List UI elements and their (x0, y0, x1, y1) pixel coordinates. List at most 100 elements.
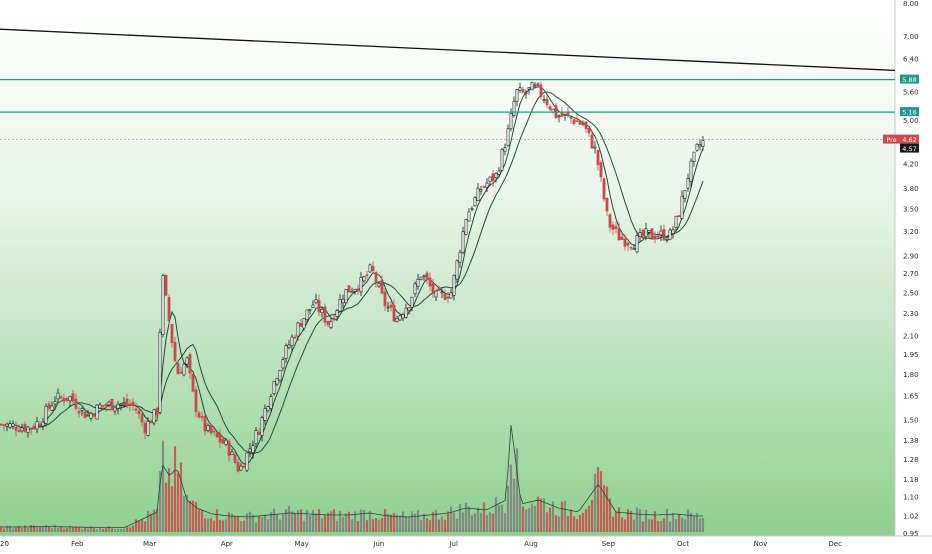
volume-bar (443, 519, 447, 532)
price-axis-background[interactable] (895, 0, 932, 536)
candle-body (584, 121, 588, 130)
volume-bar (539, 498, 543, 532)
volume-bar (578, 515, 582, 532)
volume-bar (29, 525, 33, 532)
volume-bar (527, 508, 531, 532)
candle-body (0, 423, 3, 426)
candle-body (23, 423, 27, 432)
candle-body (476, 187, 480, 201)
candle-body (134, 408, 138, 411)
volume-bar (410, 511, 414, 532)
candle-body (50, 405, 54, 411)
candle-body (377, 283, 381, 287)
volume-bar (620, 517, 624, 532)
volume-bar (698, 518, 702, 532)
volume-bar (191, 500, 195, 532)
volume-bar (464, 502, 468, 532)
volume-bar (86, 528, 90, 532)
candle-body (458, 252, 462, 263)
candle-body (413, 283, 417, 295)
candle-body (368, 264, 372, 273)
volume-bar (581, 512, 585, 532)
candle-body (176, 362, 180, 375)
volume-bar (155, 508, 159, 532)
volume-bar (461, 512, 465, 532)
volume-bar (647, 519, 651, 532)
volume-bar (68, 525, 72, 532)
volume-bar (140, 519, 144, 532)
candle-body (518, 87, 522, 91)
candle-body (227, 440, 231, 456)
price-tick-label: 0.95 (903, 530, 919, 538)
volume-bar (146, 510, 150, 532)
volume-bar (236, 516, 240, 532)
volume-bar (629, 511, 633, 532)
volume-bar (233, 516, 237, 532)
candle-body (569, 116, 573, 119)
candle-body (191, 373, 195, 392)
candle-body (38, 423, 42, 426)
candle-body (341, 298, 345, 304)
candle-body (323, 306, 327, 323)
candle-body (401, 314, 405, 319)
marker-pre-bg (883, 134, 900, 144)
candle-body (380, 279, 384, 294)
volume-bar (281, 514, 285, 532)
volume-bar (533, 505, 537, 532)
candle-body (524, 92, 528, 94)
candle-body (608, 214, 612, 228)
volume-bar (359, 509, 363, 532)
candle-body (674, 215, 678, 228)
candle-body (8, 423, 12, 428)
candle-body (599, 162, 603, 178)
candle-body (383, 291, 387, 307)
volume-bar (47, 526, 51, 532)
price-marker-text: 5.16 (902, 109, 916, 117)
volume-bar (611, 516, 615, 532)
candle-body (443, 293, 447, 300)
candle-body (578, 121, 582, 125)
volume-bar (512, 478, 516, 532)
volume-bar (470, 515, 474, 532)
volume-bar (389, 514, 393, 532)
volume-bar (467, 506, 471, 532)
time-tick-label: Dec (828, 540, 842, 548)
candle-body (389, 304, 393, 308)
volume-bar (152, 509, 156, 532)
volume-bar (371, 519, 375, 532)
candle-body (680, 195, 684, 219)
candle-body (692, 151, 696, 162)
price-tick-label: 1.95 (903, 351, 919, 359)
volume-bar (683, 519, 687, 532)
candle-body (182, 363, 186, 376)
volume-bar (182, 496, 186, 532)
volume-bar (50, 528, 54, 532)
candle-body (29, 427, 33, 430)
candle-body (644, 228, 648, 238)
volume-ma-line (1, 425, 703, 528)
candle-body (221, 439, 225, 444)
volume-bar (59, 526, 63, 532)
volume-bar (353, 511, 357, 532)
time-axis-background[interactable] (0, 536, 932, 550)
volume-bar (434, 509, 438, 532)
volume-bar (116, 528, 120, 532)
volume-bar (485, 515, 489, 532)
candle-body (557, 115, 561, 118)
candle-body (5, 423, 9, 427)
candle-body (278, 369, 282, 381)
candle-body (563, 113, 567, 116)
price-tick-label: 2.30 (903, 310, 919, 318)
candle-body (56, 392, 60, 400)
volume-bar (419, 519, 423, 532)
volume-bar (365, 520, 369, 532)
volume-bar (56, 527, 60, 532)
candle-body (311, 304, 315, 309)
volume-bar (161, 440, 165, 532)
volume-bar (506, 485, 510, 532)
price-tick-label: 8.00 (903, 0, 919, 8)
volume-bar (317, 509, 321, 532)
price-marker: 4.57 (900, 143, 919, 153)
volume-bar (89, 526, 93, 532)
time-axis: 2020 Feb Mar Apr May Jun Jul Aug Sep Oct Nov Dec (0, 540, 842, 548)
